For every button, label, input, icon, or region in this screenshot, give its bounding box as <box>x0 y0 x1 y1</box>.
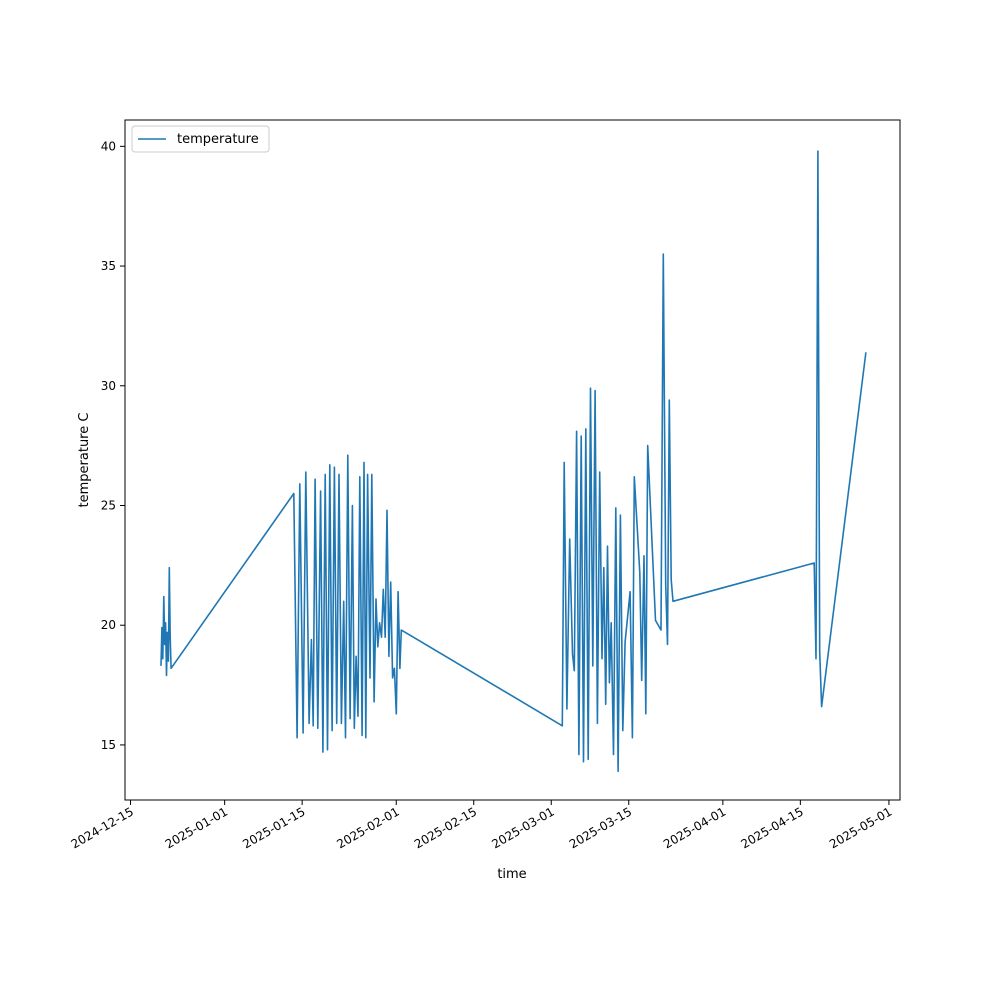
legend: temperature <box>131 125 270 153</box>
y-tick-label: 30 <box>101 379 116 393</box>
y-tick-label: 40 <box>101 139 116 153</box>
axes-background <box>125 120 900 800</box>
y-tick-label: 20 <box>101 618 116 632</box>
plot-area <box>125 120 900 800</box>
y-tick-label: 15 <box>101 738 116 752</box>
series-line-temperature <box>160 150 867 773</box>
legend-box <box>131 125 270 153</box>
axes-frame <box>124 119 901 801</box>
y-axis: 15 20 25 30 35 40 <box>101 139 125 752</box>
y-axis-label: temperature C <box>77 413 92 508</box>
legend-label-temperature: temperature <box>177 132 259 147</box>
y-tick-label: 35 <box>101 259 116 273</box>
y-tick-label: 25 <box>101 498 116 512</box>
x-axis-label: time <box>497 867 526 882</box>
